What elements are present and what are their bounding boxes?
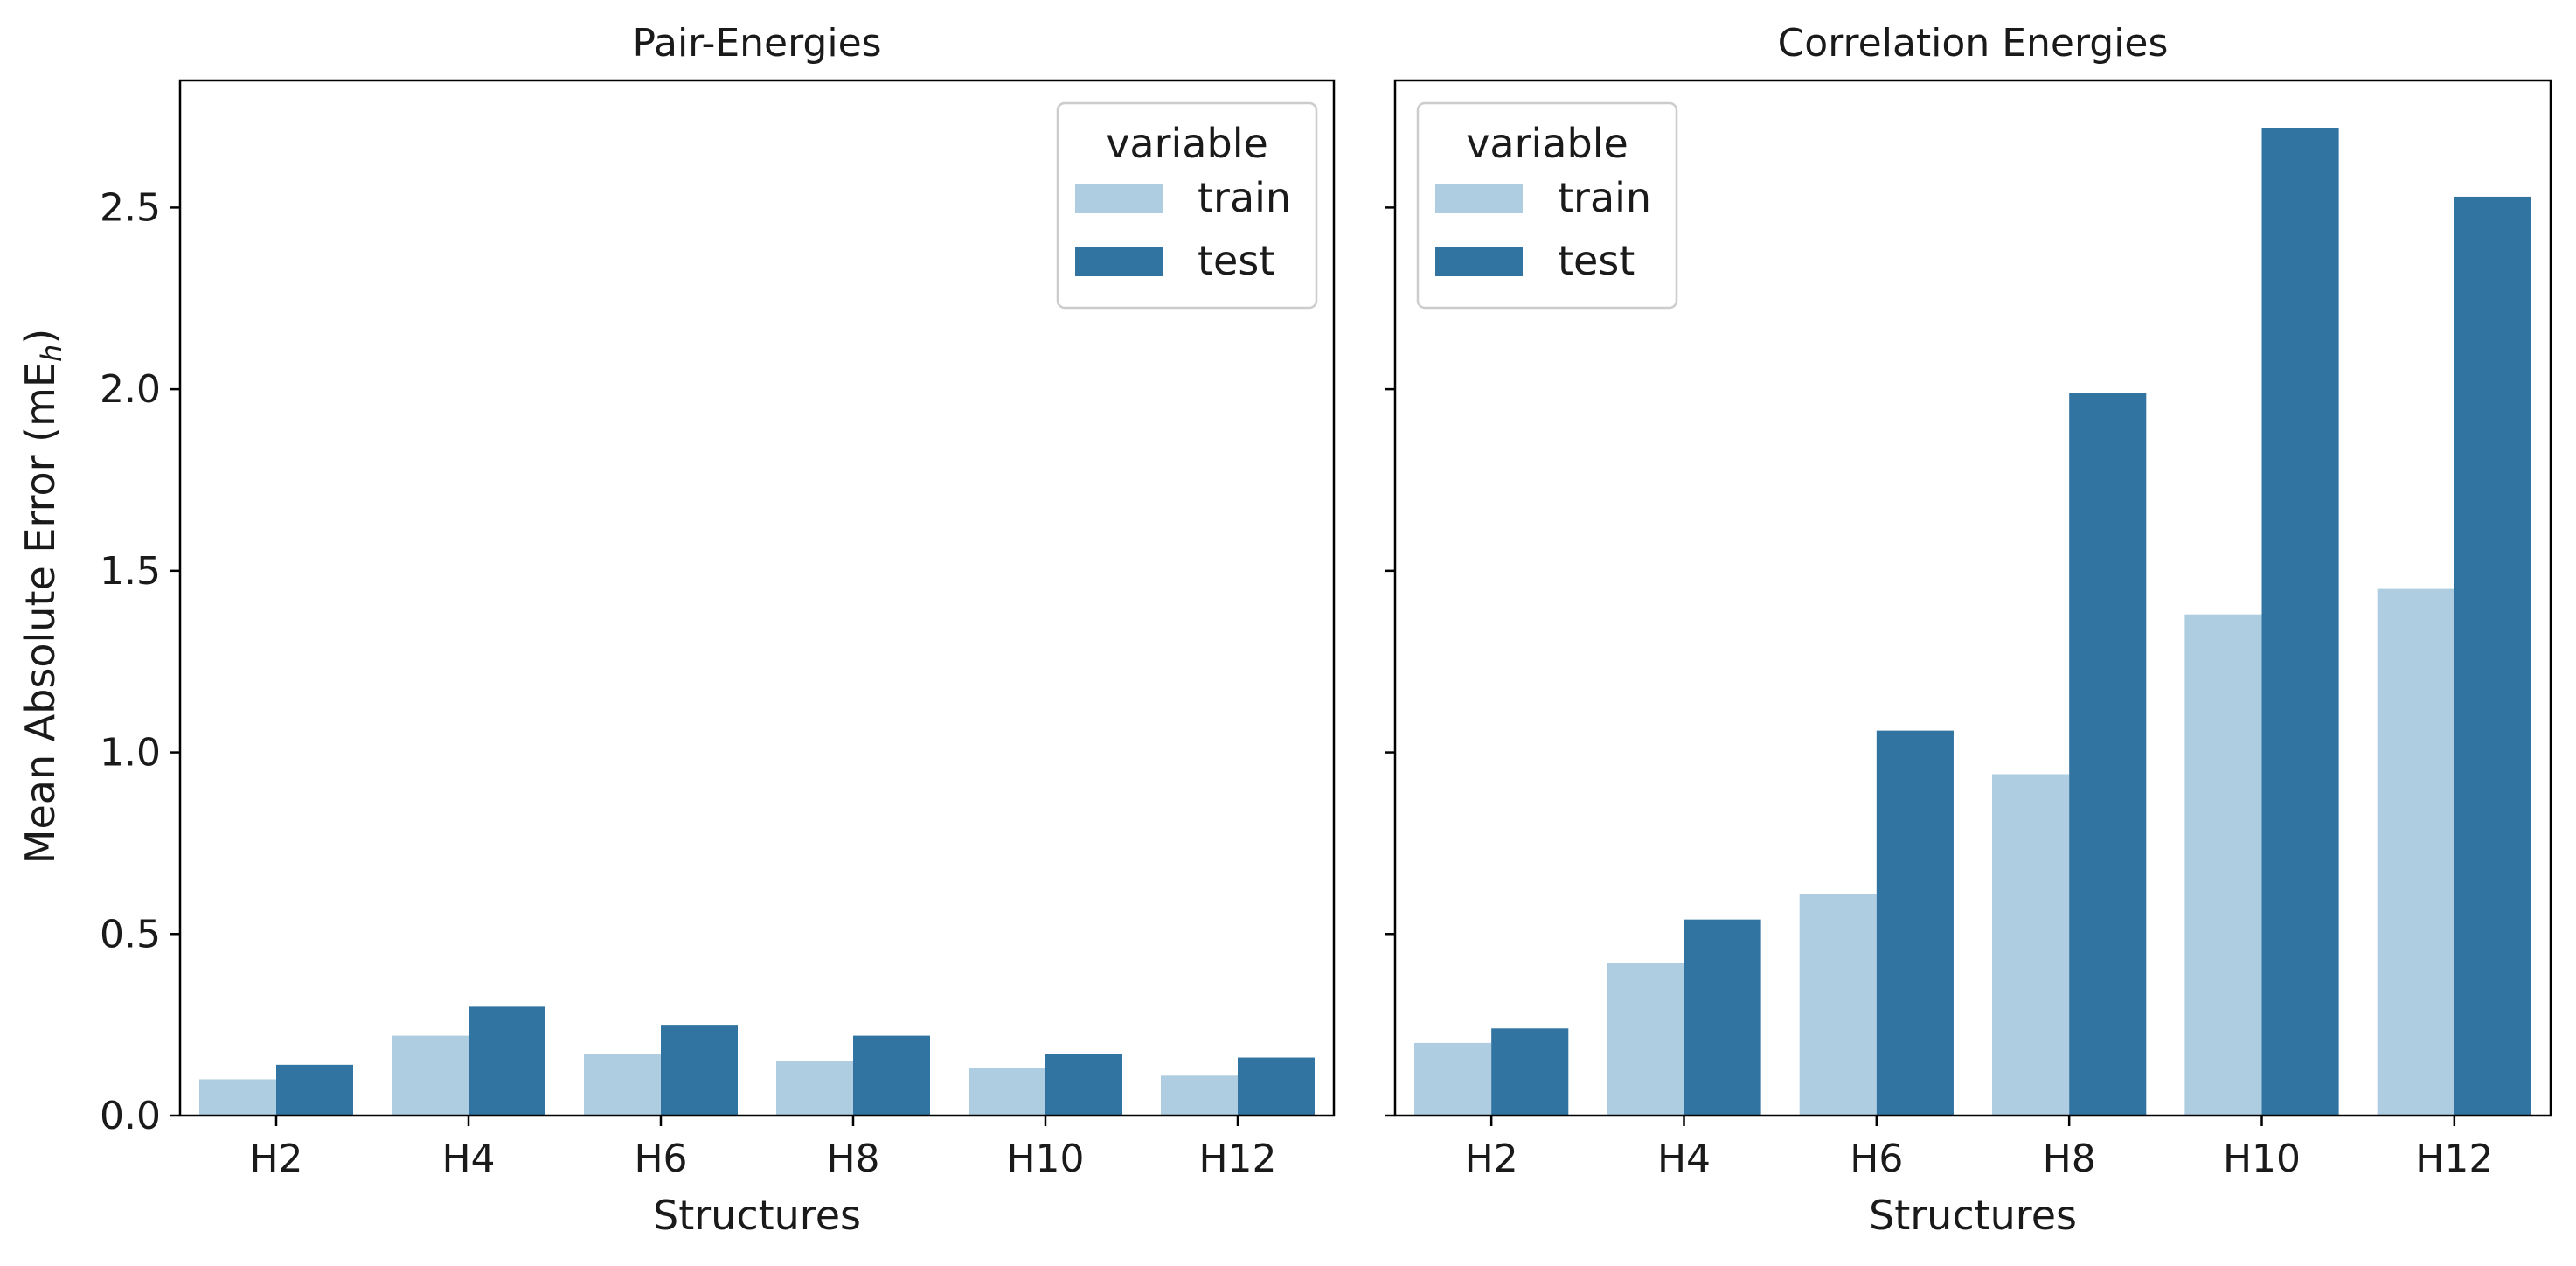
y-axis-label-subscript: h — [35, 344, 68, 362]
bar-train-h8 — [1992, 774, 2070, 1116]
bar-test-h6 — [1876, 730, 1954, 1116]
bar-test-h10 — [2261, 128, 2339, 1116]
x-tick-label: H6 — [1850, 1137, 1903, 1181]
x-tick-label: H4 — [1657, 1137, 1711, 1181]
legend: variable train test — [1416, 101, 1678, 310]
bar-train-h12 — [1161, 1075, 1238, 1116]
bar-train-h2 — [1414, 1042, 1492, 1116]
y-tick-label: 0.5 — [100, 912, 161, 956]
bar-test-h8 — [2069, 393, 2147, 1116]
bars — [1414, 128, 2531, 1116]
bar-train-h6 — [1799, 894, 1877, 1116]
legend-swatch-train — [1435, 184, 1523, 213]
legend-swatch-test — [1075, 247, 1163, 276]
bar-test-h2 — [1491, 1028, 1569, 1116]
bars — [199, 1006, 1315, 1116]
y-tick-label: 1.5 — [100, 549, 161, 594]
bar-test-h8 — [853, 1035, 930, 1116]
panel-title: Pair-Energies — [632, 21, 881, 66]
x-tick-label: H10 — [2223, 1137, 2301, 1181]
x-tick-label: H12 — [1198, 1137, 1276, 1181]
x-tick-label: H2 — [1465, 1137, 1518, 1181]
legend-title: variable — [1106, 120, 1268, 167]
bar-train-h8 — [776, 1061, 853, 1116]
x-tick-label: H8 — [2043, 1137, 2096, 1181]
bar-test-h4 — [1684, 919, 1761, 1116]
bar-train-h10 — [2184, 614, 2262, 1116]
x-axis-label: Structures — [1869, 1192, 2077, 1239]
y-axis-label-main: Mean Absolute Error (mE — [17, 362, 64, 864]
x-tick-label: H12 — [2415, 1137, 2493, 1181]
panel-correlation-energies: Correlation Energies H2 H4 H6 H8 H10 H12 Stru… — [1385, 21, 2552, 1239]
bar-test-h6 — [661, 1025, 738, 1116]
bar-test-h10 — [1045, 1054, 1122, 1116]
panel-pair-energies: Pair-Energies 0.00.51.01.52.02.5 H2 H4 H6 H… — [100, 21, 1336, 1239]
y-ticks — [1385, 206, 1395, 1117]
y-tick-label: 2.5 — [100, 185, 161, 230]
legend-label-train: train — [1198, 174, 1291, 221]
bar-train-h2 — [199, 1079, 276, 1116]
x-tick-label: H4 — [441, 1137, 495, 1181]
x-ticks: H2 H4 H6 H8 H10 H12 — [249, 1116, 1277, 1181]
plot-frame — [178, 79, 1336, 1117]
y-tick-label: 0.0 — [100, 1094, 161, 1138]
bar-train-h4 — [1607, 963, 1684, 1116]
x-ticks: H2 H4 H6 H8 H10 H12 — [1465, 1116, 2493, 1181]
legend-label-test: test — [1558, 237, 1635, 284]
legend-swatch-train — [1075, 184, 1163, 213]
legend-swatch-test — [1435, 247, 1523, 276]
legend: variable train test — [1056, 101, 1318, 310]
plot-frame — [1393, 79, 2552, 1117]
bar-test-h12 — [1238, 1057, 1315, 1116]
x-tick-label: H6 — [634, 1137, 687, 1181]
y-tick-label: 1.0 — [100, 731, 161, 776]
y-axis-label: Mean Absolute Error (mEh) — [17, 329, 68, 864]
legend-title: variable — [1466, 120, 1628, 167]
x-tick-label: H8 — [826, 1137, 879, 1181]
legend-label-test: test — [1198, 237, 1274, 284]
bar-test-h12 — [2454, 196, 2531, 1116]
y-tick-label: 2.0 — [100, 367, 161, 412]
x-tick-label: H2 — [249, 1137, 302, 1181]
y-axis-label-close: ) — [17, 329, 64, 344]
bar-train-h6 — [584, 1054, 661, 1116]
bar-train-h10 — [969, 1068, 1045, 1116]
x-tick-label: H10 — [1006, 1137, 1084, 1181]
bar-train-h12 — [2377, 588, 2454, 1116]
legend-label-train: train — [1558, 174, 1651, 221]
y-ticks: 0.0 0.5 1.0 1.5 2.0 2.5 — [100, 185, 180, 1138]
panel-title: Correlation Energies — [1778, 21, 2169, 66]
bar-test-h2 — [276, 1064, 353, 1116]
bar-test-h4 — [469, 1006, 545, 1116]
x-axis-label: Structures — [653, 1192, 861, 1239]
bar-train-h4 — [392, 1035, 469, 1116]
